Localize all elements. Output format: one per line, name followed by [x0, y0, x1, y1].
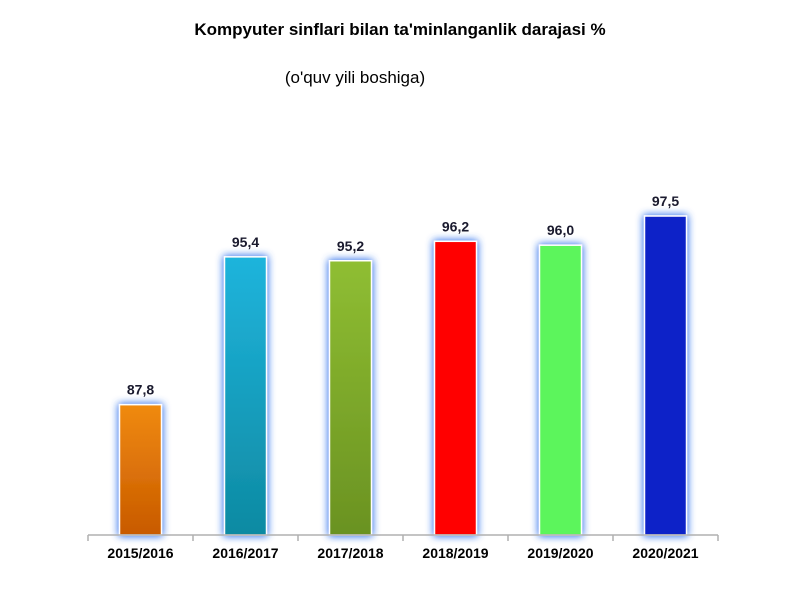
data-label: 95,4	[232, 234, 259, 250]
data-label: 95,2	[337, 238, 364, 254]
data-label: 96,2	[442, 218, 469, 234]
bar-2020-2021	[643, 215, 688, 536]
x-axis-ticks	[87, 535, 719, 541]
chart-title: Kompyuter sinflari bilan ta'minlanganlik…	[194, 20, 606, 39]
bars-layer	[118, 215, 688, 536]
chart-subtitle: (o'quv yili boshiga)	[284, 68, 426, 87]
bar-2015-2016	[118, 403, 163, 536]
x-tick-label: 2019/2020	[527, 545, 593, 561]
bar-2017-2018	[328, 260, 373, 536]
bar-2016-2017	[223, 256, 268, 536]
data-label: 96,0	[547, 222, 574, 238]
x-tick-label: 2018/2019	[422, 545, 488, 561]
data-label: 87,8	[127, 382, 154, 398]
x-tick-label: 2017/2018	[317, 545, 383, 561]
bar-2019-2020	[538, 244, 583, 536]
x-tick-label: 2020/2021	[632, 545, 698, 561]
labels-layer: 87,8 2015/2016 95,4 2016/2017 95,2 2017/2018 9…	[107, 193, 698, 561]
bar-2018-2019	[433, 240, 478, 536]
x-tick-label: 2016/2017	[212, 545, 278, 561]
data-label: 97,5	[652, 193, 679, 209]
x-tick-label: 2015/2016	[107, 545, 173, 561]
